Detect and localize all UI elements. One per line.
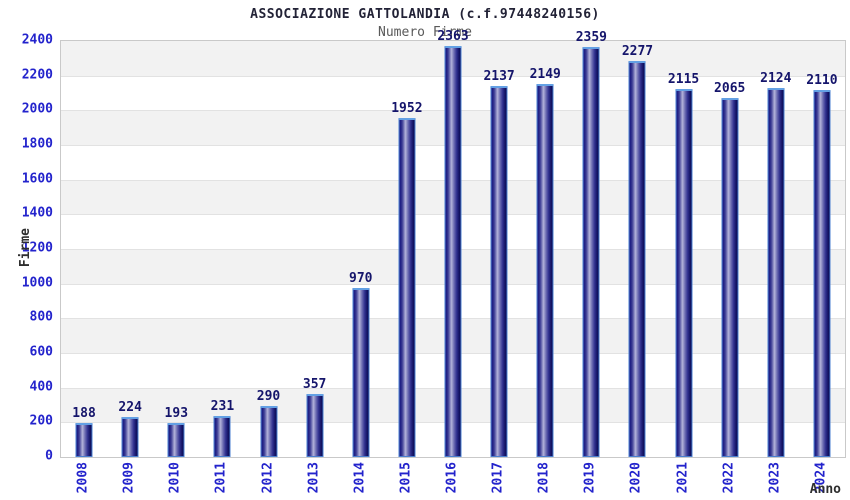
x-tick-label: 2008	[76, 462, 91, 497]
x-axis-tick-labels: 2008 2009 2010 2011 2012 2013 2014 2015 2016 2017…	[60, 460, 844, 500]
y-tick-label: 1000	[21, 275, 53, 291]
bar-value-label: 2359	[575, 30, 607, 46]
x-tick-label: 2011	[214, 462, 229, 497]
x-tick-label-text: 2019	[582, 462, 598, 494]
y-tick-label: 2400	[21, 32, 53, 48]
bar-value-label: 188	[72, 406, 96, 422]
bar	[121, 417, 139, 457]
bar	[444, 46, 462, 457]
x-tick-label: 2012	[260, 462, 275, 497]
x-tick-label-text: 2014	[352, 462, 368, 494]
x-tick-label-text: 2016	[444, 462, 460, 494]
bar	[490, 85, 508, 457]
bar-value-label: 357	[302, 377, 327, 393]
x-tick-label: 2022	[721, 462, 736, 497]
bar	[352, 287, 370, 457]
x-tick-label: 2020	[629, 462, 644, 497]
y-axis-title: Firme	[18, 40, 33, 456]
x-tick-label: 2017	[491, 462, 506, 497]
x-tick-label: 2013	[306, 462, 321, 497]
bar	[767, 87, 785, 457]
y-tick-label: 200	[29, 413, 53, 429]
bar-value-label: 1952	[391, 100, 423, 116]
x-tick-label: 2010	[168, 462, 183, 497]
bar-value-label: 231	[210, 398, 235, 414]
y-tick-label: 2200	[21, 67, 53, 83]
bar-value-label: 2110	[806, 73, 838, 89]
x-tick-label-text: 2020	[628, 462, 644, 494]
y-tick-label: 1200	[21, 240, 53, 256]
x-tick-label-text: 2015	[398, 462, 414, 494]
bar	[582, 47, 600, 457]
bar	[306, 394, 324, 457]
x-tick-label-text: 2009	[121, 462, 137, 494]
x-tick-label-text: 2012	[260, 462, 276, 494]
bar	[675, 89, 693, 457]
x-tick-label: 2021	[675, 462, 690, 497]
chart-subtitle: Numero Firme	[378, 25, 472, 40]
y-tick-label: 1800	[21, 136, 53, 152]
y-tick-label: 800	[29, 309, 53, 325]
bar-value-label: 2065	[714, 81, 746, 97]
y-tick-label: 400	[29, 379, 53, 395]
x-tick-label: 2014	[352, 462, 367, 497]
x-tick-label: 2015	[398, 462, 413, 497]
x-tick-label-text: 2008	[75, 462, 91, 494]
bar-value-label: 2137	[483, 68, 515, 84]
bar-value-label: 2363	[437, 29, 469, 45]
y-tick-label: 600	[29, 344, 53, 360]
bar	[167, 422, 185, 457]
x-tick-label-text: 2023	[767, 462, 783, 494]
y-tick-label: 1600	[21, 171, 53, 187]
bar	[721, 98, 739, 457]
x-axis-title: Anno	[809, 482, 841, 497]
x-tick-label-text: 2011	[213, 462, 229, 494]
x-tick-label: 2016	[445, 462, 460, 497]
x-tick-label-text: 2010	[167, 462, 183, 494]
y-tick-label: 1400	[21, 205, 53, 221]
x-tick-label: 2023	[767, 462, 782, 497]
bar	[260, 405, 278, 457]
bar	[213, 415, 231, 457]
bar	[75, 423, 93, 457]
bar-value-label: 2149	[529, 66, 561, 82]
x-tick-label-text: 2013	[306, 462, 322, 494]
x-tick-label-text: 2022	[721, 462, 737, 494]
x-tick-label-text: 2018	[536, 462, 552, 494]
y-tick-label: 0	[45, 448, 53, 464]
x-tick-label: 2009	[122, 462, 137, 497]
chart-title: ASSOCIAZIONE GATTOLANDIA (c.f.9744824015…	[250, 7, 600, 22]
bar	[398, 117, 416, 457]
bar-value-label: 2115	[667, 72, 700, 88]
bar	[813, 90, 831, 457]
bar-value-label: 290	[256, 388, 281, 404]
bar-value-label: 970	[349, 270, 373, 286]
y-axis-title-text: Firme	[18, 228, 33, 268]
x-tick-label: 2018	[537, 462, 552, 497]
bar-value-label: 2124	[760, 70, 792, 86]
bar-value-label: 224	[118, 400, 142, 416]
y-axis-tick-labels: 0 200 400 600 800 1000 1200 1400 1600 1800 2000 220…	[0, 33, 53, 464]
bar	[536, 83, 554, 457]
x-tick-label-text: 2017	[490, 462, 506, 494]
bar-value-label: 193	[164, 405, 189, 421]
y-tick-label: 2000	[21, 101, 53, 117]
bar	[628, 61, 646, 457]
x-tick-label-text: 2021	[675, 462, 691, 494]
x-tick-label: 2019	[583, 462, 598, 497]
plot-area: 188 224 193 231 290 357 970 1952 2363 2137 2149 235…	[60, 29, 846, 458]
bar-value-label: 2277	[621, 44, 654, 60]
